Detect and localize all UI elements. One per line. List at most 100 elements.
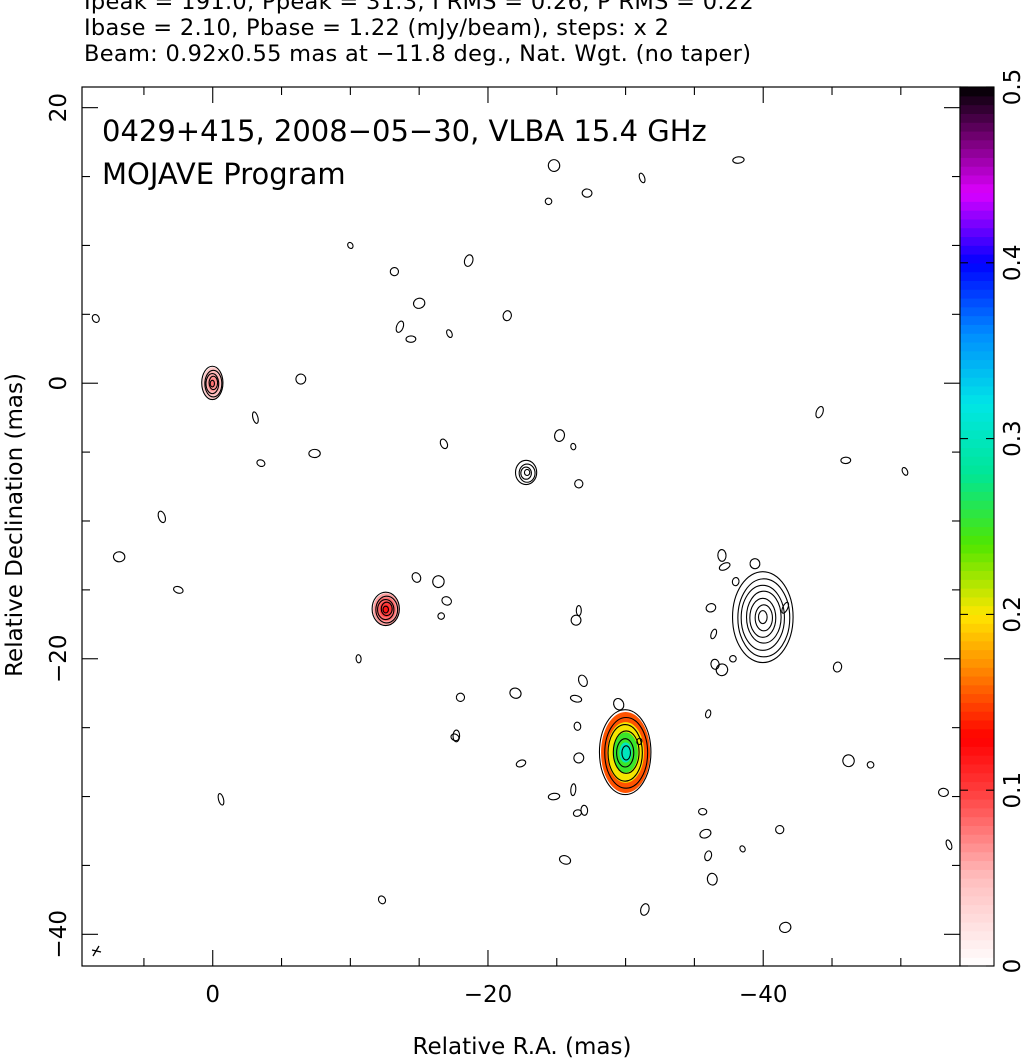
colorbar-band bbox=[960, 807, 994, 818]
noise-contour bbox=[112, 551, 126, 563]
plot-border bbox=[81, 86, 961, 967]
noise-contour bbox=[509, 687, 522, 699]
noise-contour bbox=[432, 575, 445, 589]
noise-contour bbox=[815, 405, 824, 419]
noise-contour bbox=[515, 759, 527, 768]
colorbar-band bbox=[960, 377, 994, 387]
noise-contour bbox=[710, 628, 718, 640]
noise-contour bbox=[573, 721, 582, 731]
colorbar-band bbox=[960, 148, 994, 158]
noise-contour bbox=[547, 159, 561, 172]
colorbar-band bbox=[960, 649, 994, 659]
colorbar-band bbox=[960, 104, 994, 114]
colorbar-tick-label: 0.3 bbox=[1000, 420, 1022, 457]
colorbar-band bbox=[960, 588, 994, 598]
noise-contour bbox=[779, 921, 792, 934]
noise-contour bbox=[945, 839, 953, 851]
contour-line bbox=[598, 709, 652, 796]
noise-contour bbox=[295, 373, 307, 385]
colorbar: 0 0.1 0.2 0.3 0.4 0.5 bbox=[959, 69, 1022, 973]
contour-line bbox=[382, 605, 390, 614]
colorbar-band bbox=[960, 842, 994, 853]
chart-subtitle: MOJAVE Program bbox=[102, 157, 346, 191]
noise-contour bbox=[437, 612, 446, 620]
colorbar-band bbox=[960, 913, 994, 923]
colorbar-band bbox=[960, 640, 994, 651]
colorbar-band bbox=[960, 183, 994, 194]
colorbar-band bbox=[960, 930, 994, 941]
noise-contour bbox=[308, 448, 321, 459]
noise-contour bbox=[574, 479, 584, 489]
noise-contour bbox=[570, 442, 577, 451]
colorbar-band bbox=[960, 482, 994, 492]
contour-line bbox=[607, 724, 643, 782]
colorbar-band bbox=[960, 297, 994, 308]
colorbar-band bbox=[960, 693, 994, 703]
colorbar-band bbox=[960, 719, 994, 730]
y-tick-label: 20 bbox=[46, 93, 72, 122]
colorbar-band bbox=[960, 95, 994, 106]
colorbar-band bbox=[960, 359, 994, 369]
colorbar-band bbox=[960, 333, 994, 343]
colorbar-band bbox=[960, 570, 994, 580]
contour-line bbox=[371, 591, 400, 627]
colorbar-band bbox=[960, 87, 994, 97]
colorbar-band bbox=[960, 746, 994, 756]
colorbar-band bbox=[960, 781, 994, 791]
colorbar-band bbox=[960, 157, 994, 167]
noise-contour bbox=[842, 754, 855, 768]
colorbar-band bbox=[960, 139, 994, 150]
noise-contour bbox=[699, 828, 712, 839]
colorbar-band bbox=[960, 631, 994, 642]
beam-marker bbox=[91, 945, 102, 957]
contour-line bbox=[209, 379, 216, 388]
noise-contour bbox=[636, 737, 643, 746]
x-axis-title: Relative R.A. (mas) bbox=[413, 1034, 632, 1060]
noise-contour bbox=[554, 429, 566, 442]
colorbar-band bbox=[960, 368, 994, 378]
colorbar-band bbox=[960, 702, 994, 712]
colorbar-band bbox=[960, 473, 994, 484]
contour-line bbox=[518, 463, 536, 483]
noise-contour bbox=[749, 558, 761, 570]
colorbar-band bbox=[960, 412, 994, 422]
noise-contour bbox=[455, 692, 466, 702]
header-line-1: Ipeak = 191.0, Ppeak = 31.3, I RMS = 0.2… bbox=[84, 0, 754, 15]
component-4 bbox=[731, 571, 794, 664]
colorbar-band bbox=[960, 772, 994, 783]
colorbar-band bbox=[960, 878, 994, 888]
colorbar-band bbox=[960, 886, 994, 897]
plot-frame bbox=[81, 86, 961, 967]
noise-contour bbox=[638, 172, 646, 184]
noise-contour bbox=[705, 603, 717, 613]
noise-contour bbox=[570, 614, 582, 626]
noise-contour bbox=[389, 266, 400, 277]
colorbar-band bbox=[960, 614, 994, 624]
header-line-3: Beam: 0.92x0.55 mas at −11.8 deg., Nat. … bbox=[84, 41, 752, 67]
contour-line bbox=[749, 597, 777, 638]
noise-contour bbox=[704, 709, 712, 719]
colorbar-band bbox=[960, 596, 994, 607]
colorbar-band bbox=[960, 755, 994, 765]
noise-contour bbox=[411, 572, 422, 583]
colorbar-band bbox=[960, 500, 994, 510]
contour-line bbox=[377, 599, 395, 621]
contour-line bbox=[604, 716, 649, 789]
colorbar-band bbox=[960, 218, 994, 229]
noise-contour bbox=[640, 903, 650, 916]
x-tick-label: −40 bbox=[739, 982, 788, 1008]
contour-line bbox=[375, 595, 399, 624]
noise-contour bbox=[256, 459, 266, 468]
colorbar-band bbox=[960, 790, 994, 800]
noise-contour bbox=[450, 733, 460, 742]
noise-contour bbox=[575, 604, 582, 617]
colorbar-band bbox=[960, 130, 994, 141]
noise-contour bbox=[173, 585, 184, 594]
colorbar-band bbox=[960, 869, 994, 879]
header-line-2: Ibase = 2.10, Pbase = 1.22 (mJy/beam), s… bbox=[84, 15, 670, 41]
noise-contour bbox=[355, 654, 362, 664]
noise-contour bbox=[405, 335, 417, 343]
noise-contour bbox=[613, 697, 625, 711]
component-1 bbox=[371, 591, 400, 627]
